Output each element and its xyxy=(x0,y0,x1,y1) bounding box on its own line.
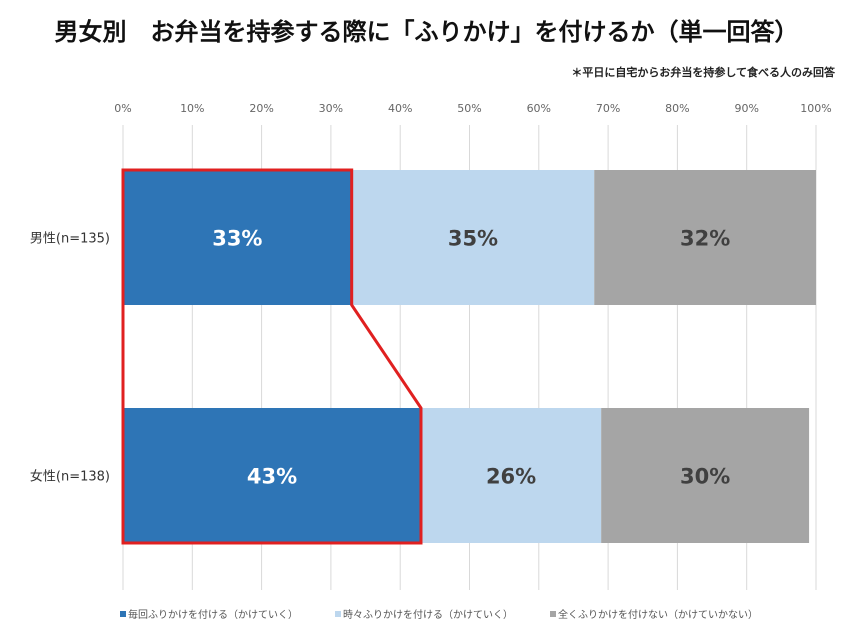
x-tick-label: 90% xyxy=(734,102,758,115)
legend-swatch xyxy=(120,611,126,617)
bar-segment xyxy=(123,408,421,543)
bar-segment xyxy=(123,170,352,305)
data-label: 32% xyxy=(680,227,730,251)
x-tick-label: 10% xyxy=(180,102,204,115)
bar-segment xyxy=(351,170,595,305)
chart-subtitle: ＊平日に自宅からお弁当を持参して食べる人のみ回答 xyxy=(571,66,835,79)
x-tick-label: 100% xyxy=(800,102,831,115)
x-tick-label: 20% xyxy=(249,102,273,115)
bar-segment xyxy=(420,408,602,543)
bar-segment xyxy=(601,408,810,543)
data-label: 26% xyxy=(486,465,536,489)
data-label: 35% xyxy=(448,227,498,251)
category-label: 女性(n=138) xyxy=(30,469,110,485)
data-label: 30% xyxy=(680,465,730,489)
data-label: 33% xyxy=(212,227,262,251)
legend-label: 全くふりかけを付けない（かけていかない） xyxy=(558,608,758,621)
legend-label: 毎回ふりかけを付ける（かけていく） xyxy=(128,608,298,621)
category-label: 男性(n=135) xyxy=(30,232,110,247)
legend-swatch xyxy=(550,611,556,617)
x-tick-label: 70% xyxy=(596,102,620,115)
data-label: 43% xyxy=(247,465,297,489)
bar-segment xyxy=(594,170,816,305)
chart-title: 男女別 お弁当を持参する際に「ふりかけ」を付けるか（単一回答） xyxy=(54,18,799,46)
x-tick-label: 40% xyxy=(388,102,412,115)
x-tick-label: 30% xyxy=(319,102,343,115)
x-tick-label: 50% xyxy=(457,102,481,115)
x-tick-label: 0% xyxy=(114,102,131,115)
x-tick-label: 80% xyxy=(665,102,689,115)
legend-swatch xyxy=(335,611,341,617)
x-tick-label: 60% xyxy=(527,102,551,115)
legend-label: 時々ふりかけを付ける（かけていく） xyxy=(343,608,513,621)
highlight-outline xyxy=(121,168,423,545)
